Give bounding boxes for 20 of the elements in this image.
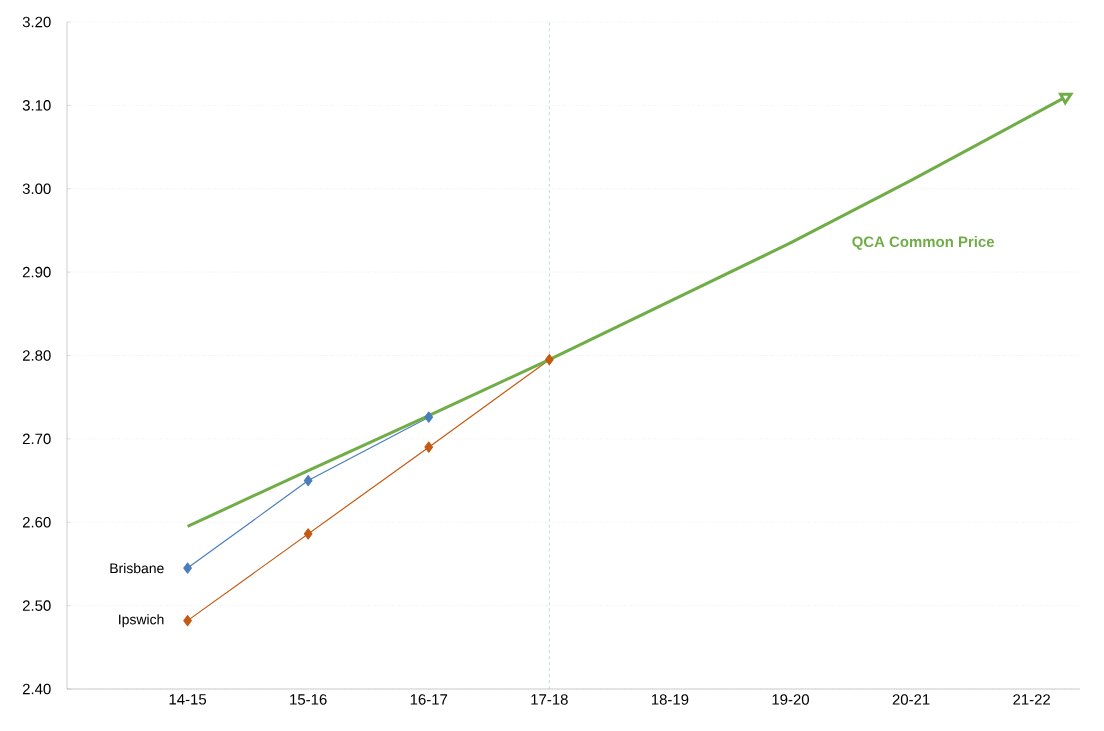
y-tick-label: 2.60 <box>22 516 51 528</box>
x-tick-label: 17-18 <box>531 694 568 705</box>
series-label: Ipswich <box>119 614 164 628</box>
y-tick-label: 2.40 <box>22 683 51 695</box>
y-tick-label: 2.50 <box>22 600 51 611</box>
x-tick-label: 19-20 <box>772 694 809 705</box>
x-tick-label: 20-21 <box>892 694 930 705</box>
y-tick-label: 2.80 <box>22 350 51 361</box>
y-tick-label: 3.00 <box>22 183 51 195</box>
series-label: QCA Common Price <box>852 236 995 250</box>
x-tick-label: 14-15 <box>169 694 207 705</box>
x-tick-label: 16-17 <box>410 694 448 705</box>
x-tick-label: 18-19 <box>651 694 689 705</box>
x-tick-label: 21-22 <box>1013 694 1051 705</box>
y-tick-label: 3.10 <box>22 100 51 111</box>
y-tick-label: 3.20 <box>22 16 51 28</box>
y-tick-label: 2.90 <box>22 266 51 278</box>
x-tick-label: 15-16 <box>290 694 327 705</box>
series-label: Brisbane <box>110 562 164 574</box>
y-tick-label: 2.70 <box>22 433 51 445</box>
